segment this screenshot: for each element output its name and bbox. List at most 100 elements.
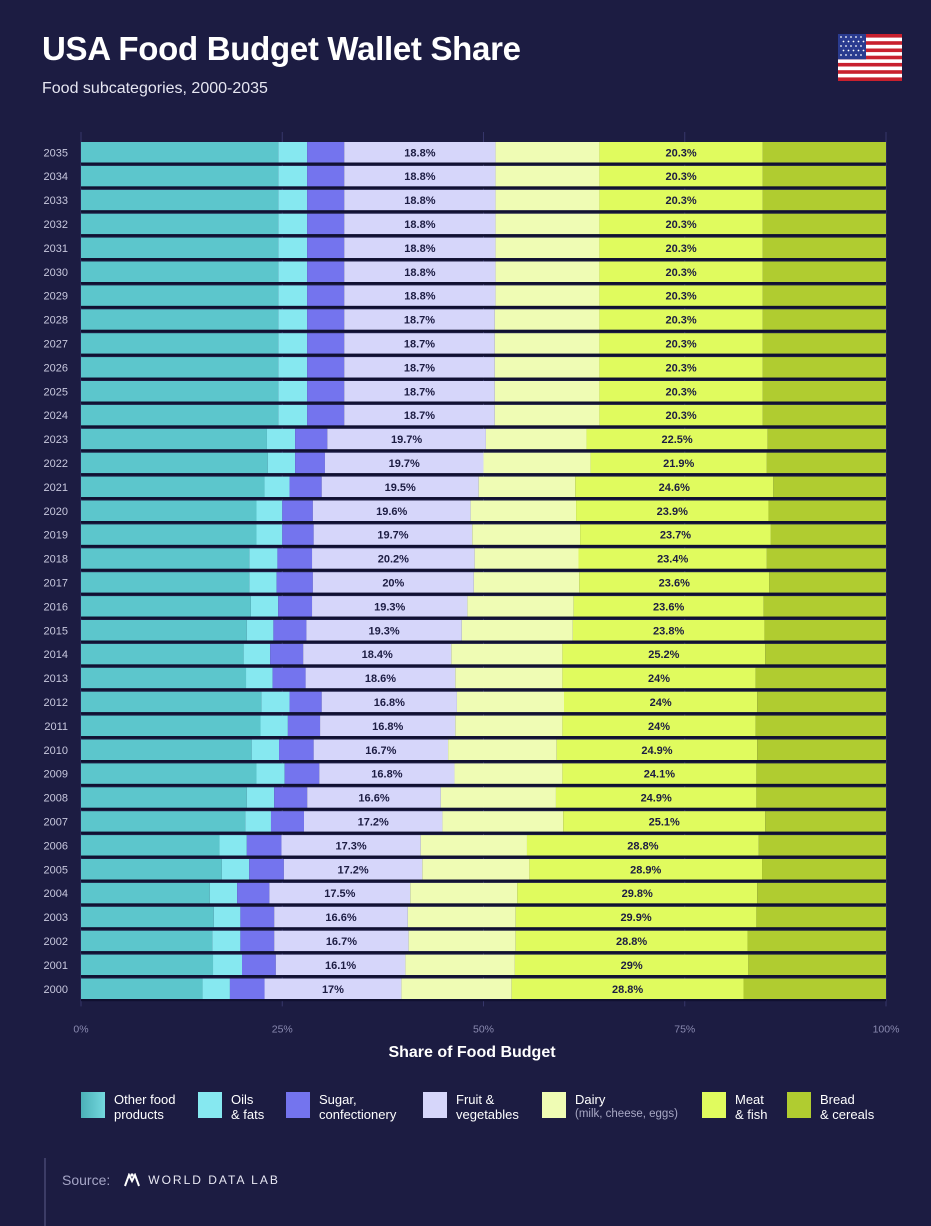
bar-segment xyxy=(251,739,280,760)
bar-segment xyxy=(278,165,308,187)
bar-separator xyxy=(81,234,886,237)
bar-segment xyxy=(249,572,277,593)
data-label: 19.5% xyxy=(385,482,416,494)
bar-segment xyxy=(321,691,457,713)
data-label: 16.1% xyxy=(325,960,356,972)
bar-segment xyxy=(767,428,886,450)
bar-segment xyxy=(494,357,600,378)
bar-segment xyxy=(295,428,328,450)
data-label: 18.6% xyxy=(365,673,396,685)
legend-label: Bread xyxy=(820,1092,855,1107)
data-label: 20.3% xyxy=(666,267,697,279)
bar-segment xyxy=(599,404,763,426)
bar-segment xyxy=(279,739,314,760)
bar-separator xyxy=(81,473,886,476)
bar-segment xyxy=(526,835,759,856)
bar-segment xyxy=(757,691,886,713)
y-tick-label: 2006 xyxy=(44,840,68,852)
bar-segment xyxy=(579,572,770,593)
bar-segment xyxy=(81,404,279,426)
bar-segment xyxy=(278,261,308,282)
bar-segment xyxy=(494,404,600,426)
bar-segment xyxy=(287,715,321,737)
bar-segment xyxy=(599,165,763,187)
bar-segment xyxy=(81,452,268,474)
bar-separator xyxy=(81,760,886,763)
bar-segment xyxy=(81,381,279,402)
bar-segment xyxy=(250,596,279,617)
bar-separator xyxy=(81,927,886,930)
legend-item-meat-fish: Meat & fish xyxy=(702,1092,768,1122)
bar-segment xyxy=(344,189,496,211)
bar-segment xyxy=(470,500,577,521)
bar-segment xyxy=(81,428,267,450)
bar-separator xyxy=(81,425,886,428)
usa-flag-icon xyxy=(838,34,902,81)
bar-segment xyxy=(576,500,769,521)
source-brand[interactable]: WORLD DATA LAB xyxy=(124,1173,280,1187)
bar-segment xyxy=(81,237,279,259)
data-label: 20.3% xyxy=(666,291,697,303)
bar-segment xyxy=(274,906,408,928)
legend-label: vegetables xyxy=(456,1107,519,1122)
bar-separator xyxy=(81,831,886,834)
bar-segment xyxy=(562,643,766,665)
data-label: 16.7% xyxy=(365,745,396,757)
data-label: 16.6% xyxy=(358,793,389,805)
bar-segment xyxy=(401,978,512,999)
bar-separator xyxy=(81,951,886,954)
bar-segment xyxy=(494,333,600,354)
legend-item-dairy: Dairy (milk, cheese, eggs) xyxy=(542,1092,678,1122)
bar-segment xyxy=(762,404,886,426)
y-tick-label: 2027 xyxy=(44,338,68,350)
data-label: 24.9% xyxy=(641,745,672,757)
bar-segment xyxy=(344,285,496,306)
bar-segment xyxy=(307,213,345,235)
y-tick-label: 2005 xyxy=(44,864,68,876)
bar-segment xyxy=(307,237,345,259)
bar-segment xyxy=(344,309,495,330)
bar-segment xyxy=(461,620,573,641)
bar-separator xyxy=(81,712,886,715)
bar-segment xyxy=(758,835,886,856)
footer-divider xyxy=(44,1158,46,1226)
data-label: 17.2% xyxy=(337,864,368,876)
y-tick-label: 2028 xyxy=(44,315,68,327)
legend-item-other-food-products: Other food products xyxy=(81,1092,175,1122)
bar-segment xyxy=(485,428,587,450)
bar-segment xyxy=(312,548,475,569)
bar-segment xyxy=(573,596,764,617)
bar-segment xyxy=(256,500,283,521)
bar-segment xyxy=(762,357,886,378)
data-label: 18.8% xyxy=(404,147,435,159)
data-label: 18.8% xyxy=(404,171,435,183)
bar-segment xyxy=(344,237,496,259)
bar-segment xyxy=(495,189,600,211)
bar-segment xyxy=(81,691,262,713)
bar-segment xyxy=(81,596,251,617)
data-label: 29% xyxy=(621,960,643,972)
bar-separator xyxy=(81,592,886,595)
y-tick-label: 2024 xyxy=(44,410,68,422)
bar-segment xyxy=(243,643,271,665)
bar-segment xyxy=(762,285,886,306)
bar-segment xyxy=(483,452,591,474)
bar-segment xyxy=(762,381,886,402)
bar-segment xyxy=(599,213,763,235)
bar-segment xyxy=(575,476,774,498)
data-label: 19.6% xyxy=(376,506,407,518)
bar-segment xyxy=(517,882,758,904)
bar-separator xyxy=(81,377,886,380)
bar-segment xyxy=(229,978,265,999)
bar-segment xyxy=(278,404,308,426)
y-tick-label: 2022 xyxy=(44,458,68,470)
chart-subtitle: Food subcategories, 2000-2035 xyxy=(42,80,268,97)
bar-segment xyxy=(270,811,304,832)
world-data-lab-logo-icon xyxy=(124,1173,141,1187)
data-label: 20.3% xyxy=(666,243,697,255)
bar-separator xyxy=(81,497,886,500)
bar-segment xyxy=(407,906,516,928)
source-label: Source: xyxy=(62,1172,111,1188)
bar-segment xyxy=(303,811,443,832)
bar-segment xyxy=(408,930,516,952)
